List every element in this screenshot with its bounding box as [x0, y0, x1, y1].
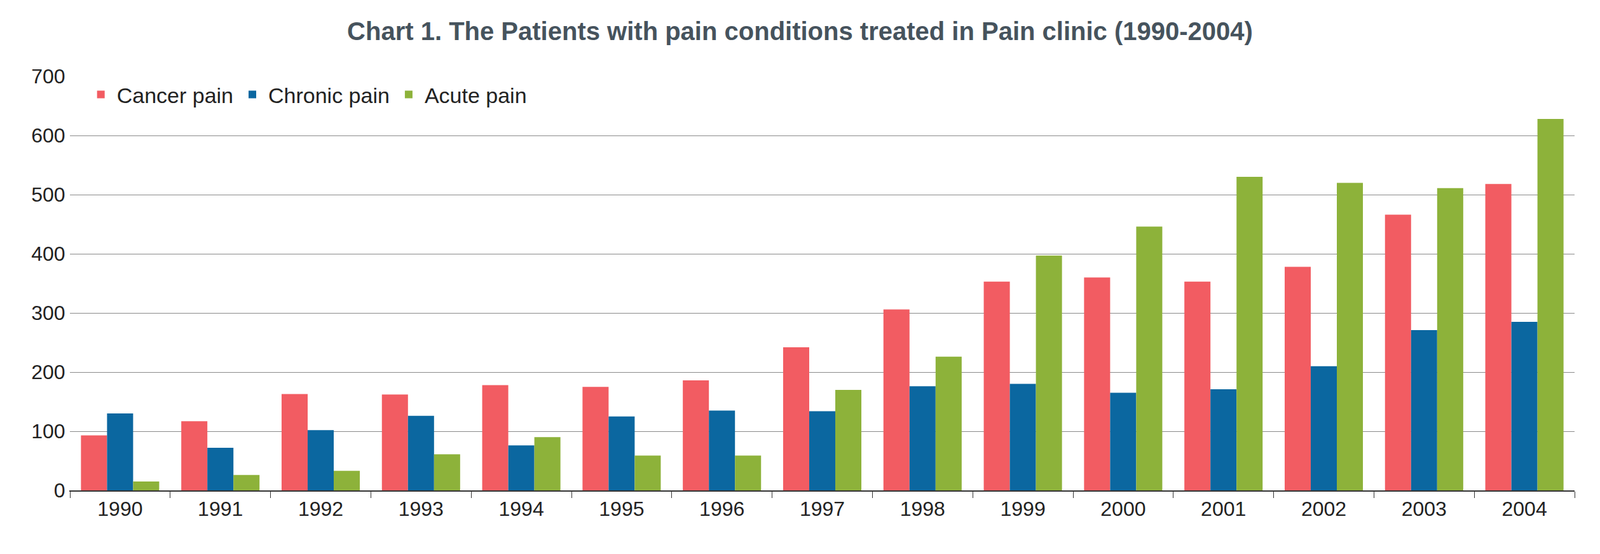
- svg-text:2004: 2004: [1502, 497, 1548, 520]
- svg-text:600: 600: [31, 123, 65, 147]
- svg-text:700: 700: [31, 64, 65, 88]
- svg-text:2003: 2003: [1401, 497, 1447, 520]
- svg-text:0: 0: [54, 478, 66, 502]
- svg-text:200: 200: [31, 360, 65, 384]
- svg-text:Chart 1. The Patients with pai: Chart 1. The Patients with pain conditio…: [347, 17, 1253, 46]
- svg-text:Cancer pain: Cancer pain: [116, 83, 234, 108]
- svg-text:100: 100: [31, 419, 65, 443]
- svg-text:1997: 1997: [799, 497, 845, 520]
- svg-text:1990: 1990: [97, 497, 143, 520]
- svg-text:2001: 2001: [1200, 497, 1246, 520]
- svg-text:500: 500: [31, 183, 65, 206]
- svg-text:2000: 2000: [1100, 497, 1146, 520]
- svg-text:Acute pain: Acute pain: [424, 83, 527, 108]
- svg-text:1999: 1999: [1000, 497, 1046, 520]
- svg-text:1992: 1992: [298, 497, 344, 520]
- svg-text:2002: 2002: [1301, 497, 1347, 520]
- svg-text:Chronic pain: Chronic pain: [268, 83, 390, 108]
- svg-text:1994: 1994: [499, 497, 545, 520]
- svg-text:1998: 1998: [900, 497, 946, 520]
- svg-text:300: 300: [31, 301, 65, 325]
- svg-text:1993: 1993: [398, 497, 444, 520]
- svg-text:1991: 1991: [197, 497, 243, 520]
- svg-text:1995: 1995: [598, 497, 644, 520]
- svg-text:400: 400: [31, 242, 65, 266]
- svg-text:1996: 1996: [699, 497, 745, 520]
